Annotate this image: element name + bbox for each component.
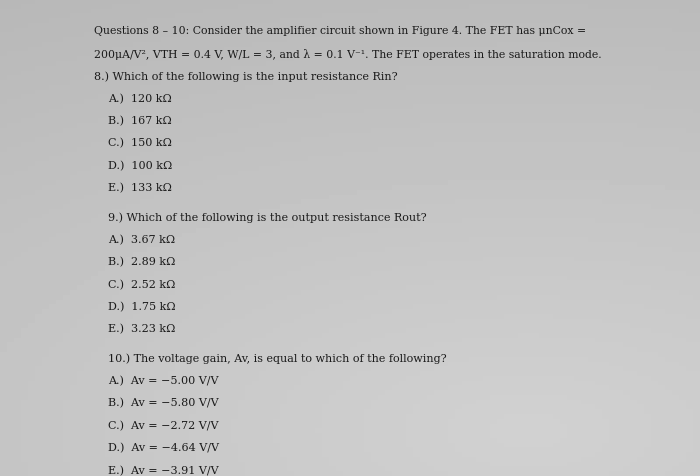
- Text: A.)  Av = −5.00 V/V: A.) Av = −5.00 V/V: [108, 375, 219, 386]
- Text: 200μA/V², VTH = 0.4 V, W/L = 3, and λ = 0.1 V⁻¹. The FET operates in the saturat: 200μA/V², VTH = 0.4 V, W/L = 3, and λ = …: [94, 49, 602, 60]
- Text: C.)  150 kΩ: C.) 150 kΩ: [108, 138, 172, 149]
- Text: A.)  120 kΩ: A.) 120 kΩ: [108, 93, 172, 104]
- Text: C.)  2.52 kΩ: C.) 2.52 kΩ: [108, 279, 176, 289]
- Text: C.)  Av = −2.72 V/V: C.) Av = −2.72 V/V: [108, 420, 219, 430]
- Text: D.)  100 kΩ: D.) 100 kΩ: [108, 160, 173, 171]
- Text: 9.) Which of the following is the output resistance Rout?: 9.) Which of the following is the output…: [108, 212, 427, 222]
- Text: E.)  133 kΩ: E.) 133 kΩ: [108, 183, 172, 193]
- Text: D.)  1.75 kΩ: D.) 1.75 kΩ: [108, 301, 176, 312]
- Text: D.)  Av = −4.64 V/V: D.) Av = −4.64 V/V: [108, 442, 220, 453]
- Text: B.)  Av = −5.80 V/V: B.) Av = −5.80 V/V: [108, 397, 219, 408]
- Text: B.)  2.89 kΩ: B.) 2.89 kΩ: [108, 257, 176, 267]
- Text: A.)  3.67 kΩ: A.) 3.67 kΩ: [108, 234, 176, 245]
- Text: E.)  Av = −3.91 V/V: E.) Av = −3.91 V/V: [108, 465, 219, 475]
- Text: E.)  3.23 kΩ: E.) 3.23 kΩ: [108, 324, 176, 334]
- Text: 10.) The voltage gain, Av, is equal to which of the following?: 10.) The voltage gain, Av, is equal to w…: [108, 353, 447, 363]
- Text: Questions 8 – 10: Consider the amplifier circuit shown in Figure 4. The FET has : Questions 8 – 10: Consider the amplifier…: [94, 26, 587, 36]
- Text: 8.) Which of the following is the input resistance Rin?: 8.) Which of the following is the input …: [94, 71, 398, 81]
- Text: B.)  167 kΩ: B.) 167 kΩ: [108, 116, 172, 126]
